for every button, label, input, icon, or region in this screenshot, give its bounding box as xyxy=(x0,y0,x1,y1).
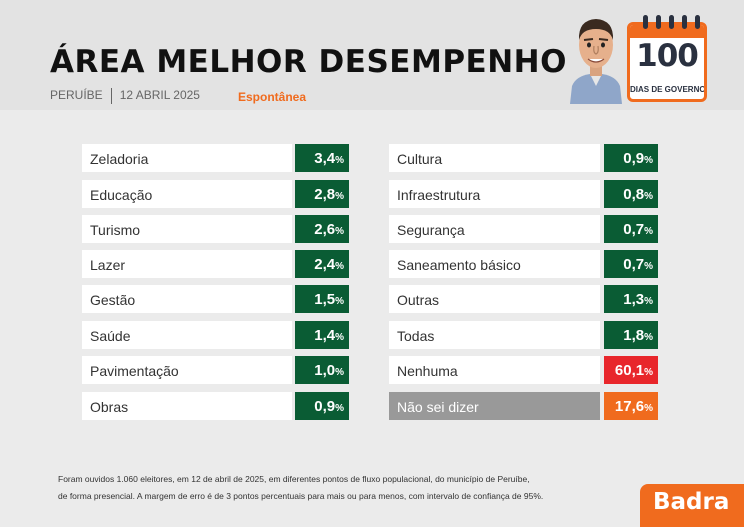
row-value-unit: % xyxy=(335,155,344,166)
meta-divider xyxy=(110,88,112,104)
calendar-rings-icon xyxy=(631,15,703,29)
row-value-number: 1,0 xyxy=(314,362,336,379)
row-value: 2,6% xyxy=(295,215,349,243)
page-title: ÁREA MELHOR DESEMPENHO xyxy=(50,44,567,80)
row-value-unit: % xyxy=(335,367,344,378)
row-value-number: 0,7 xyxy=(623,256,645,273)
survey-type-label: Espontânea xyxy=(238,90,307,104)
mayor-caricature-icon xyxy=(570,19,622,104)
row-value: 2,4% xyxy=(295,250,349,278)
row-value-number: 0,9 xyxy=(623,150,645,167)
row-value: 0,7% xyxy=(604,250,658,278)
row-value-unit: % xyxy=(644,403,653,414)
methodology-note: Foram ouvidos 1.060 eleitores, em 12 de … xyxy=(58,471,543,505)
row-label: Infraestrutura xyxy=(389,180,600,208)
row-label: Outras xyxy=(389,285,600,313)
city-label: PERUÍBE xyxy=(50,88,103,103)
row-value-number: 60,1 xyxy=(614,362,645,379)
note-line-2: de forma presencial. A margem de erro é … xyxy=(58,491,544,501)
row-value: 60,1% xyxy=(604,356,658,384)
hundred-days-calendar-icon: 100 DIAS DE GOVERNO xyxy=(627,22,707,102)
row-label: Turismo xyxy=(82,215,292,243)
row-label: Saúde xyxy=(82,321,292,349)
row-value-unit: % xyxy=(644,226,653,237)
row-value-number: 1,3 xyxy=(623,291,645,308)
row-label: Saneamento básico xyxy=(389,250,600,278)
meta-line: PERUÍBE 12 ABRIL 2025 xyxy=(50,88,200,104)
row-value-unit: % xyxy=(644,296,653,307)
badra-logo: Badra xyxy=(640,484,744,527)
row-value-unit: % xyxy=(644,155,653,166)
date-label: 12 ABRIL 2025 xyxy=(119,88,200,103)
row-value: 0,7% xyxy=(604,215,658,243)
row-label: Nenhuma xyxy=(389,356,600,384)
row-label: Não sei dizer xyxy=(389,392,600,420)
row-value: 0,8% xyxy=(604,180,658,208)
row-label: Pavimentação xyxy=(82,356,292,384)
row-value-unit: % xyxy=(644,191,653,202)
row-value-unit: % xyxy=(644,332,653,343)
row-label: Segurança xyxy=(389,215,600,243)
row-label: Lazer xyxy=(82,250,292,278)
row-label: Zeladoria xyxy=(82,144,292,172)
row-label: Educação xyxy=(82,180,292,208)
row-value-number: 0,7 xyxy=(623,221,645,238)
row-value: 1,0% xyxy=(295,356,349,384)
row-value: 1,4% xyxy=(295,321,349,349)
row-value-unit: % xyxy=(335,261,344,272)
note-line-1: Foram ouvidos 1.060 eleitores, em 12 de … xyxy=(58,474,530,484)
row-value-number: 3,4 xyxy=(314,150,336,167)
row-label: Obras xyxy=(82,392,292,420)
row-value: 3,4% xyxy=(295,144,349,172)
row-value: 0,9% xyxy=(604,144,658,172)
row-value-number: 1,4 xyxy=(314,327,336,344)
row-value-number: 2,6 xyxy=(314,221,336,238)
row-value-unit: % xyxy=(335,191,344,202)
row-value-number: 1,5 xyxy=(314,291,336,308)
row-value-number: 17,6 xyxy=(614,398,645,415)
row-value-unit: % xyxy=(335,403,344,414)
row-value-number: 2,8 xyxy=(314,186,336,203)
row-value: 2,8% xyxy=(295,180,349,208)
row-value: 17,6% xyxy=(604,392,658,420)
row-value-unit: % xyxy=(335,226,344,237)
badge-label: DIAS DE GOVERNO xyxy=(630,85,706,94)
row-value-number: 0,8 xyxy=(623,186,645,203)
row-value: 1,5% xyxy=(295,285,349,313)
badge-number: 100 xyxy=(636,38,699,74)
row-value-unit: % xyxy=(335,332,344,343)
row-value: 1,3% xyxy=(604,285,658,313)
row-value-unit: % xyxy=(644,367,653,378)
row-value-number: 0,9 xyxy=(314,398,336,415)
row-value: 1,8% xyxy=(604,321,658,349)
row-value-unit: % xyxy=(644,261,653,272)
row-value-number: 1,8 xyxy=(623,327,645,344)
row-value: 0,9% xyxy=(295,392,349,420)
row-value-number: 2,4 xyxy=(314,256,336,273)
row-label: Todas xyxy=(389,321,600,349)
row-label: Cultura xyxy=(389,144,600,172)
row-value-unit: % xyxy=(335,296,344,307)
row-label: Gestão xyxy=(82,285,292,313)
